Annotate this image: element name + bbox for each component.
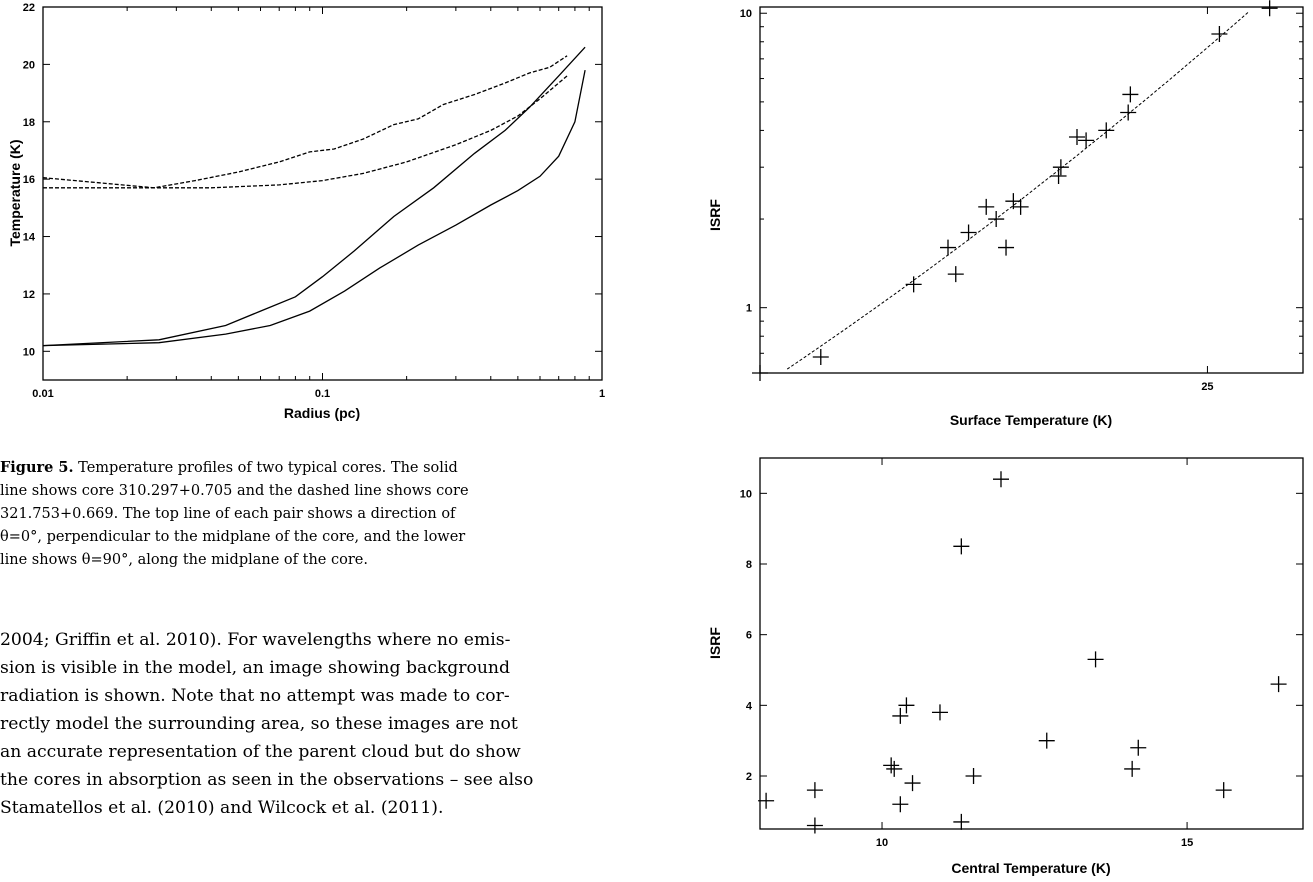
data-point: [892, 707, 909, 724]
caption-label: Figure 5.: [0, 459, 74, 476]
x-tick-label: 15: [1181, 837, 1193, 849]
body-line: 2004; Griffin et al. 2010). For waveleng…: [0, 630, 511, 650]
data-point: [1261, 0, 1278, 17]
y-tick-label: 8: [746, 559, 752, 571]
y-tick-label: 12: [23, 289, 35, 301]
plot-frame: [759, 6, 1304, 374]
data-point: [904, 775, 921, 792]
x-axis-label: Radius (pc): [284, 405, 360, 421]
data-point: [812, 348, 829, 365]
body-line: radiation is shown. Note that no attempt…: [0, 686, 510, 706]
y-tick-label: 18: [23, 117, 35, 129]
data-point: [883, 757, 900, 774]
data-point: [1038, 732, 1055, 749]
data-point: [1052, 159, 1069, 176]
body-line: the cores in absorption as seen in the o…: [0, 770, 534, 790]
data-point: [978, 198, 995, 215]
data-point: [960, 224, 977, 241]
data-point: [992, 471, 1009, 488]
x-axis-label: Central Temperature (K): [951, 860, 1110, 876]
body-line: sion is visible in the model, an image s…: [0, 658, 510, 678]
data-point: [1069, 128, 1085, 145]
dashed-profile-line: [43, 75, 568, 189]
body-line: Stamatellos et al. (2010) and Wilcock et…: [0, 798, 444, 818]
data-point: [898, 697, 915, 714]
solid-profile-line: [42, 46, 586, 347]
caption-line: line shows core 310.297+0.705 and the da…: [0, 483, 469, 499]
body-line: rectly model the surrounding area, so th…: [0, 714, 518, 734]
data-point: [1270, 676, 1287, 693]
caption-line: Temperature profiles of two typical core…: [78, 460, 458, 476]
data-point: [1215, 782, 1232, 799]
y-axis-label: Temperature (K): [7, 139, 23, 246]
caption-line: θ=0°, perpendicular to the midplane of t…: [0, 529, 466, 545]
data-point: [953, 538, 970, 555]
plot-frame: [42, 6, 603, 381]
data-point: [1122, 86, 1139, 103]
temperature-profile-chart: Radius (pc) Temperature (K) 0.01 0.1 1 10 12…: [7, 2, 605, 421]
x-tick-label: 0.01: [32, 388, 53, 400]
caption-line: line shows θ=90°, along the midplane of …: [0, 552, 368, 568]
data-point: [1087, 651, 1104, 668]
isrf-surface-temperature-chart: Surface Temperature (K) ISRF 25 1 10: [707, 0, 1304, 428]
data-point: [1211, 26, 1228, 43]
caption-line: 321.753+0.669. The top line of each pair…: [0, 506, 456, 522]
data-point: [1130, 739, 1147, 756]
data-point: [905, 276, 922, 293]
dashed-profile-line: [42, 55, 568, 189]
y-tick-label: 14: [23, 232, 36, 244]
figure-caption: Figure 5. Temperature profiles of two ty…: [0, 456, 676, 572]
data-point: [947, 266, 964, 283]
data-point: [998, 239, 1015, 256]
fit-line: [786, 11, 1250, 370]
data-point: [940, 239, 957, 256]
x-tick-label: 0.1: [315, 388, 330, 400]
y-tick-label: 10: [23, 346, 35, 358]
data-point: [1012, 198, 1029, 215]
data-point: [1098, 122, 1115, 139]
data-point: [1078, 132, 1095, 149]
y-tick-label: 20: [23, 59, 35, 71]
y-tick-label: 10: [740, 8, 752, 20]
y-axis-label: ISRF: [707, 199, 723, 231]
data-point: [931, 704, 948, 721]
data-point: [806, 782, 823, 799]
data-point: [758, 792, 775, 809]
data-point: [988, 211, 1005, 228]
plot-frame: [759, 457, 1304, 830]
data-point: [1124, 760, 1141, 777]
y-tick-label: 16: [23, 174, 35, 186]
data-point: [1120, 104, 1137, 121]
x-axis-label: Surface Temperature (K): [950, 412, 1112, 428]
y-tick-label: 4: [746, 700, 753, 712]
data-point: [953, 813, 970, 830]
body-paragraph: 2004; Griffin et al. 2010). For waveleng…: [0, 626, 676, 822]
isrf-central-temperature-chart: Central Temperature (K) ISRF 10 15 2 4 6 8 10: [707, 457, 1304, 876]
data-point: [806, 817, 823, 834]
solid-profile-line: [42, 69, 586, 347]
x-tick-label: 1: [599, 388, 605, 400]
y-tick-label: 22: [23, 2, 35, 14]
data-point: [886, 760, 903, 777]
y-tick-label: 1: [746, 303, 752, 315]
y-tick-label: 6: [746, 630, 752, 642]
data-point: [752, 365, 768, 381]
y-axis-label: ISRF: [707, 627, 723, 659]
x-tick-label: 25: [1201, 381, 1213, 393]
body-line: an accurate representation of the parent…: [0, 742, 521, 762]
y-tick-label: 2: [746, 771, 752, 783]
data-point: [892, 796, 909, 813]
data-point: [965, 768, 982, 784]
data-point: [1050, 168, 1067, 185]
y-tick-label: 10: [740, 488, 752, 500]
x-tick-label: 10: [876, 837, 888, 849]
